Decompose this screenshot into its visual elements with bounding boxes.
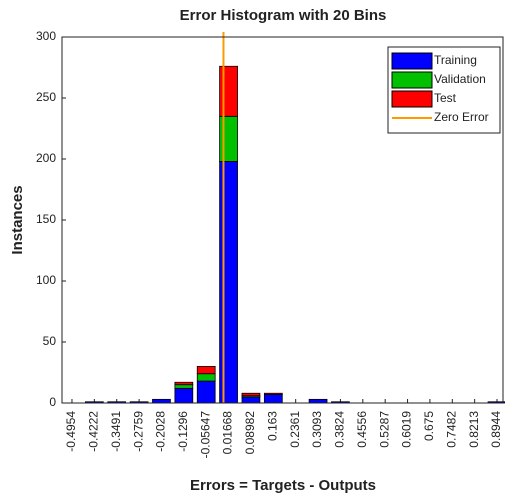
bar-segment (174, 381, 194, 386)
x-tick-label: -0.05647 (198, 411, 212, 459)
x-tick-label: 0.4556 (355, 411, 369, 448)
legend-swatch (391, 90, 433, 108)
legend-swatch (391, 52, 433, 70)
legend-swatch (391, 71, 433, 89)
x-axis-label: Errors = Targets - Outputs (190, 477, 376, 494)
bar-segment (174, 384, 194, 389)
bar-segment (219, 115, 238, 162)
x-tick-label: 0.675 (422, 411, 436, 441)
bar-segment (263, 394, 283, 404)
x-tick-label: 0.8213 (467, 411, 481, 448)
x-tick-label: 0.2361 (288, 411, 302, 448)
y-tick-label: 200 (36, 151, 56, 165)
bar-segment (308, 398, 328, 404)
chart-title: Error Histogram with 20 Bins (180, 7, 387, 24)
bar-segment (263, 392, 283, 395)
x-tick-label: 0.3093 (310, 411, 324, 448)
legend-label: Zero Error (434, 110, 489, 124)
x-tick-label: -0.2028 (154, 411, 168, 452)
bar-segment (196, 373, 216, 382)
bar-segment (196, 380, 216, 404)
y-tick-label: 100 (36, 273, 56, 287)
x-tick-label: 0.5287 (377, 411, 391, 448)
x-tick-label: 0.7482 (444, 411, 458, 448)
bar-segment (152, 398, 171, 404)
bar-segment (241, 396, 261, 404)
x-tick-label: -0.3491 (109, 411, 123, 452)
bar-segment (219, 161, 238, 404)
x-tick-label: -0.4954 (64, 411, 78, 452)
x-tick-label: 0.8944 (489, 411, 503, 448)
legend-label: Validation (434, 72, 486, 86)
y-axis-label: Instances (9, 185, 26, 254)
x-tick-label: 0.163 (265, 411, 279, 441)
x-tick-label: 0.01668 (221, 411, 235, 455)
x-tick-label: 0.3824 (333, 411, 347, 448)
y-tick-label: 50 (43, 334, 57, 348)
x-tick-label: -0.1296 (176, 411, 190, 452)
legend-label: Training (434, 53, 477, 67)
x-tick-label: -0.4222 (87, 411, 101, 452)
x-tick-label: 0.08982 (243, 411, 257, 455)
bar-segment (196, 365, 216, 375)
y-tick-label: 300 (36, 29, 56, 43)
axes-frame (61, 36, 504, 404)
bar-segment (219, 65, 238, 117)
y-tick-label: 0 (49, 395, 56, 409)
x-tick-label: -0.2759 (131, 411, 145, 452)
legend-label: Test (434, 91, 457, 105)
y-tick-label: 150 (36, 212, 56, 226)
y-tick-label: 250 (36, 90, 56, 104)
bar-segment (174, 387, 194, 404)
x-tick-label: 0.6019 (400, 411, 414, 448)
bar-segment (241, 392, 261, 397)
